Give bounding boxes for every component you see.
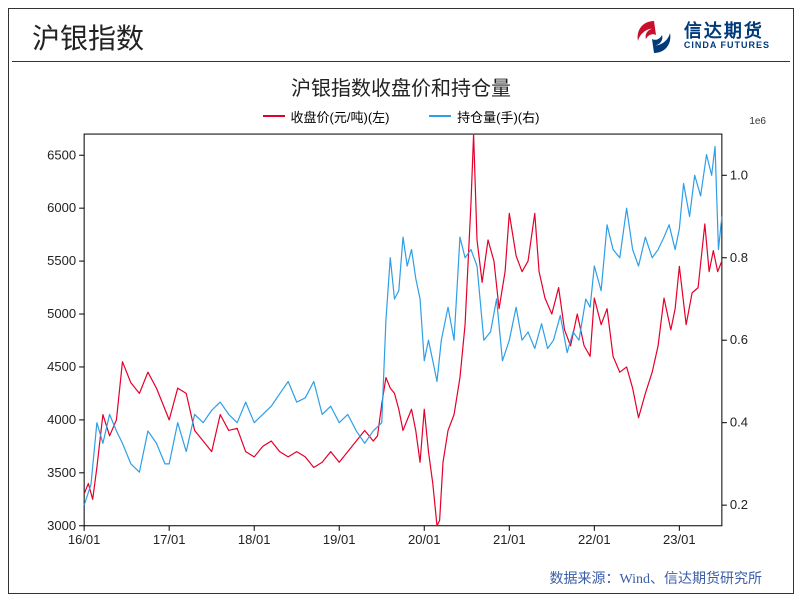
brand-text: 信达期货 CINDA FUTURES [684, 22, 770, 52]
cinda-swirl-icon [632, 17, 676, 57]
legend: 收盘价(元/吨)(左) 持仓量(手)(右) [30, 105, 772, 126]
legend-swatch-close [263, 115, 285, 117]
svg-text:21/01: 21/01 [493, 531, 526, 546]
svg-text:0.2: 0.2 [730, 497, 748, 512]
plot-area: 1e6 300035004000450050005500600065000.20… [30, 128, 772, 552]
svg-text:6500: 6500 [47, 147, 76, 162]
svg-text:18/01: 18/01 [238, 531, 271, 546]
svg-text:4000: 4000 [47, 411, 76, 426]
svg-text:0.8: 0.8 [730, 249, 748, 264]
svg-text:4500: 4500 [47, 358, 76, 373]
right-axis-exponent: 1e6 [749, 116, 766, 127]
data-source: 数据来源：Wind、信达期货研究所 [549, 568, 762, 588]
legend-item-oi: 持仓量(手)(右) [429, 107, 539, 126]
page-title: 沪银指数 [32, 17, 144, 57]
header: 沪银指数 信达期货 CINDA FUTURES [12, 12, 790, 62]
legend-label-oi: 持仓量(手)(右) [457, 107, 539, 126]
svg-text:23/01: 23/01 [663, 531, 696, 546]
svg-text:20/01: 20/01 [408, 531, 441, 546]
brand-en: CINDA FUTURES [684, 41, 770, 51]
chart-container: 沪银指数收盘价和持仓量 收盘价(元/吨)(左) 持仓量(手)(右) 1e6 30… [30, 72, 772, 552]
svg-text:3000: 3000 [47, 517, 76, 532]
line-chart-svg: 3000 3500 4000 4500 5000 5500 6000 6500 0.2 0.4 0.… [30, 128, 772, 552]
svg-text:19/01: 19/01 [323, 531, 356, 546]
legend-swatch-oi [429, 115, 451, 117]
svg-text:5000: 5000 [47, 306, 76, 321]
svg-text:16/01: 16/01 [68, 531, 101, 546]
legend-item-close: 收盘价(元/吨)(左) [263, 107, 390, 126]
svg-text:3500: 3500 [47, 464, 76, 479]
brand-cn: 信达期货 [684, 22, 770, 42]
svg-text:22/01: 22/01 [578, 531, 611, 546]
svg-text:5500: 5500 [47, 253, 76, 268]
legend-label-close: 收盘价(元/吨)(左) [291, 107, 390, 126]
brand-logo: 信达期货 CINDA FUTURES [632, 17, 770, 57]
svg-text:17/01: 17/01 [153, 531, 186, 546]
svg-text:0.4: 0.4 [730, 414, 748, 429]
chart-title: 沪银指数收盘价和持仓量 [30, 72, 772, 101]
svg-text:0.6: 0.6 [730, 332, 748, 347]
svg-text:6000: 6000 [47, 200, 76, 215]
svg-text:1.0: 1.0 [730, 167, 748, 182]
